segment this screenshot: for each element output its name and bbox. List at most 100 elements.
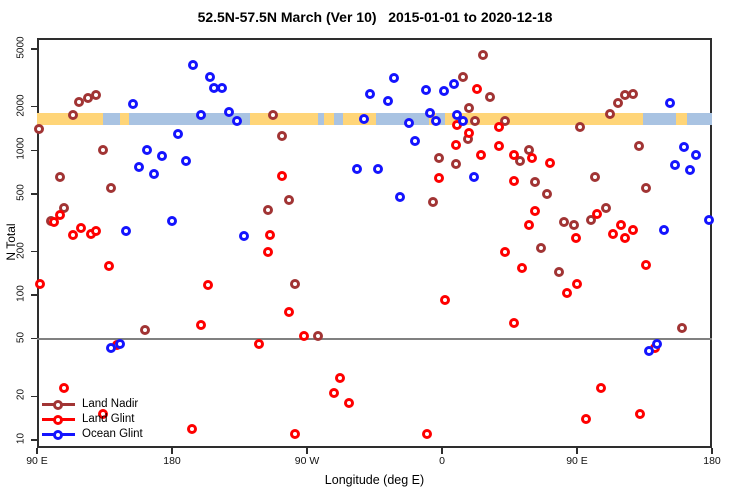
point-land-glint <box>635 409 645 420</box>
point-land-glint <box>98 409 108 420</box>
y-tick <box>31 105 37 108</box>
point-ocean-glint <box>669 160 680 171</box>
y-tick <box>31 337 37 340</box>
point-land-glint <box>344 398 354 409</box>
point-land-nadir <box>600 202 611 213</box>
chart-title: 52.5N-57.5N March (Ver 10) 2015-01-01 to… <box>197 9 553 25</box>
point-land-glint <box>104 260 114 271</box>
y-tick <box>31 149 37 151</box>
point-ocean-glint <box>468 172 479 183</box>
point-land-nadir <box>558 216 569 227</box>
point-ocean-glint <box>690 149 701 160</box>
x-tick-label: 90 E <box>566 455 588 467</box>
coastline-band-land-segment <box>250 113 318 125</box>
point-land-glint <box>527 153 537 164</box>
point-land-nadir <box>68 110 78 121</box>
point-land-glint <box>284 307 294 318</box>
coastline-band-ocean-segment <box>128 113 250 125</box>
x-tick-label: 180 <box>703 455 721 467</box>
point-land-nadir <box>434 152 444 163</box>
point-ocean-glint <box>704 215 714 225</box>
point-land-glint <box>290 429 300 439</box>
y-tick <box>31 193 37 195</box>
point-land-glint <box>68 230 78 240</box>
point-ocean-glint <box>410 135 420 146</box>
point-land-glint <box>524 220 534 231</box>
point-ocean-glint <box>114 338 125 349</box>
point-ocean-glint <box>359 113 369 124</box>
y-tick-label: 200 <box>15 241 27 259</box>
point-ocean-glint <box>188 59 198 70</box>
point-land-glint <box>195 320 206 331</box>
y-tick <box>31 250 37 253</box>
coastline-band-land-segment <box>119 113 129 125</box>
point-ocean-glint <box>173 129 183 140</box>
point-land-nadir <box>263 204 273 215</box>
point-ocean-glint <box>351 163 362 174</box>
coastline-band-ocean-segment <box>643 113 676 125</box>
point-ocean-glint <box>452 110 462 121</box>
point-ocean-glint <box>395 192 405 203</box>
y-tick <box>31 48 37 50</box>
point-land-nadir <box>633 141 644 152</box>
point-land-nadir <box>74 97 84 108</box>
point-land-nadir <box>450 159 461 170</box>
y-tick-label: 100 <box>15 285 27 302</box>
x-axis-title: Longitude (deg E) <box>324 473 425 487</box>
point-land-glint <box>570 233 581 244</box>
point-land-glint <box>581 413 591 424</box>
point-ocean-glint <box>651 338 662 349</box>
point-land-glint <box>450 140 461 151</box>
point-land-glint <box>627 225 638 236</box>
point-land-nadir <box>575 122 585 133</box>
point-land-glint <box>494 141 504 151</box>
point-land-glint <box>276 171 287 182</box>
y-tick-label: 500 <box>15 184 27 201</box>
point-ocean-glint <box>120 226 131 237</box>
point-land-nadir <box>585 215 596 225</box>
point-land-nadir <box>276 131 287 142</box>
x-tick <box>576 448 578 454</box>
point-land-glint <box>299 331 309 342</box>
point-ocean-glint <box>204 72 215 83</box>
point-ocean-glint <box>167 215 177 226</box>
point-land-nadir <box>98 145 108 156</box>
point-land-glint <box>59 382 69 393</box>
point-land-glint <box>596 382 606 393</box>
y-tick-label: 20 <box>15 389 27 401</box>
point-ocean-glint <box>425 108 435 119</box>
point-land-nadir <box>590 171 600 182</box>
point-land-nadir <box>464 102 474 113</box>
point-ocean-glint <box>659 225 669 236</box>
point-land-glint <box>545 158 555 169</box>
point-land-glint <box>608 228 618 239</box>
point-land-nadir <box>290 278 300 289</box>
y-tick <box>31 294 37 296</box>
point-land-glint <box>54 209 65 220</box>
point-ocean-glint <box>684 165 695 176</box>
x-tick-label: 0 <box>439 455 445 467</box>
point-land-nadir <box>612 97 623 108</box>
point-land-nadir <box>140 325 150 336</box>
point-land-nadir <box>312 331 323 342</box>
point-land-glint <box>471 83 482 94</box>
point-ocean-glint <box>438 86 449 97</box>
point-land-glint <box>516 263 527 274</box>
y-tick <box>31 439 37 441</box>
point-ocean-glint <box>420 85 431 96</box>
y-tick-label: 5000 <box>15 36 27 59</box>
coastline-band-ocean-segment <box>376 113 429 125</box>
point-land-nadir <box>284 194 294 205</box>
point-land-glint <box>440 294 450 305</box>
point-ocean-glint <box>389 73 399 84</box>
point-ocean-glint <box>644 346 654 357</box>
point-ocean-glint <box>195 110 206 121</box>
reference-line-50 <box>37 337 712 340</box>
point-land-glint <box>615 220 626 231</box>
x-tick-label: 180 <box>163 455 181 467</box>
point-land-glint <box>186 423 197 434</box>
point-land-nadir <box>458 72 468 83</box>
point-land-nadir <box>554 266 564 277</box>
point-land-glint <box>75 223 86 234</box>
point-ocean-glint <box>372 163 383 174</box>
